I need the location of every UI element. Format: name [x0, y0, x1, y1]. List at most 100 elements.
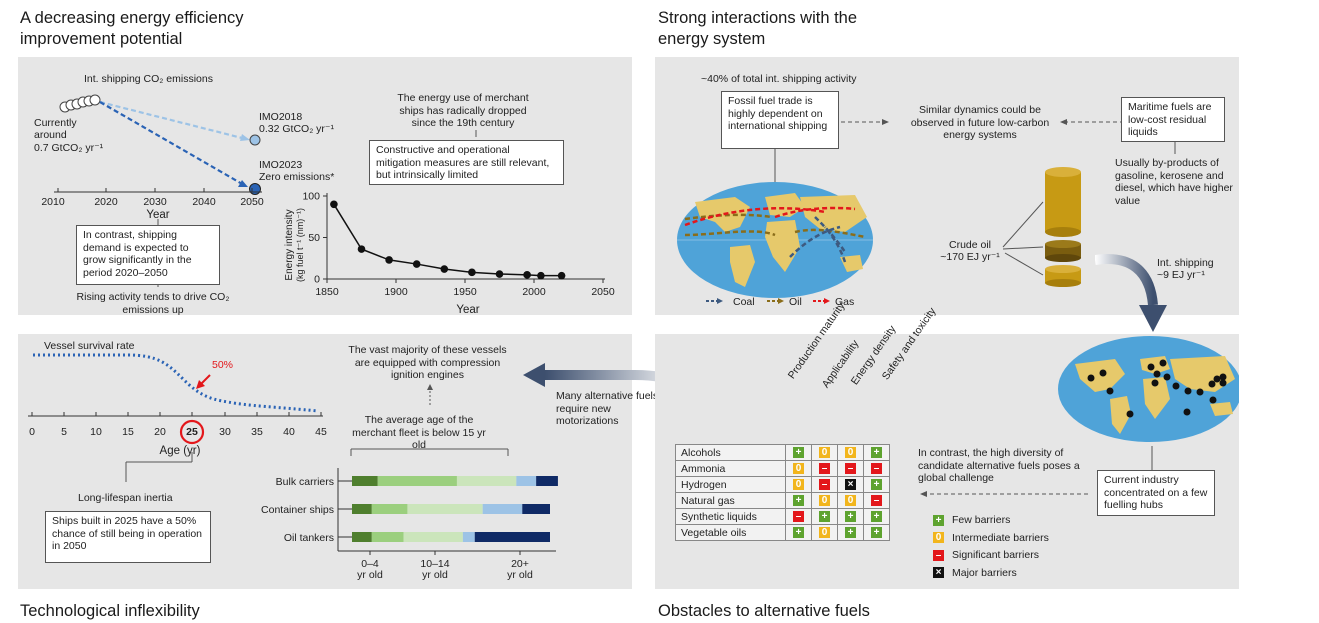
section-title-obstacles: Obstacles to alternative fuels — [658, 602, 870, 620]
section-title-efficiency: A decreasing energy efficiency improveme… — [20, 9, 244, 48]
imo2018-trajectory-line — [99, 100, 247, 141]
legend-item-inter: 0 Intermediate barriers — [933, 532, 1049, 544]
fleet-label-tanker: Oil tankers — [283, 532, 334, 544]
int-shipping-value: ~9 EJ yr⁻¹ — [1157, 269, 1205, 281]
barrier-cell: + — [785, 444, 812, 461]
fifty-percent-label: 50% — [212, 359, 234, 371]
year-tick-2030: 2030 — [143, 196, 167, 208]
int-shipping-label: Int. shipping — [1157, 257, 1214, 269]
ylabel-line2: (kg fuel t⁻¹ (nm)⁻¹) — [295, 208, 305, 282]
energy-intensity-point — [330, 200, 338, 209]
imo2018-target-marker — [249, 134, 261, 146]
legend-label: Significant barriers — [952, 549, 1039, 561]
barrier-cell: + — [837, 508, 864, 525]
fleet-segment — [522, 504, 550, 514]
fleet-segment — [536, 476, 558, 486]
imo2018-label: IMO2018 — [259, 111, 303, 123]
age-tick-0: 0 — [29, 426, 35, 438]
major-barrier-icon: × — [845, 479, 856, 491]
survival-rate-label: Vessel survival rate — [44, 340, 135, 352]
legend-label: Intermediate barriers — [952, 531, 1049, 544]
compression-ignition-text: The vast majority of these vessels are e… — [348, 344, 507, 381]
fleet-segment — [352, 532, 372, 542]
barrier-cell: 0 — [837, 444, 864, 461]
few-barrier-icon: + — [793, 527, 804, 539]
inter-barrier-icon: 0 — [845, 447, 856, 459]
barrier-cell: – — [785, 508, 812, 525]
fleet-age-chart — [337, 468, 558, 555]
fuel-barrier-table: Alcohols +0 0 + Ammonia 0– – – Hydrogen 0– × + Natur… — [675, 444, 890, 541]
around-label: around — [34, 129, 67, 141]
few-barrier-icon: + — [871, 479, 882, 491]
energy-intensity-point — [557, 271, 566, 280]
inter-barrier-icon: 0 — [793, 463, 804, 475]
current-emissions-value: 0.7 GtCO₂ yr⁻¹ — [34, 142, 104, 154]
few-barrier-icon: + — [871, 447, 882, 459]
age-tick-45: 45 — [315, 426, 327, 438]
legend-item-major: × Major barriers — [933, 567, 1049, 579]
barrier-cell: + — [785, 492, 812, 509]
sig-barrier-icon: – — [871, 495, 882, 507]
energy-intensity-chart: Energy intensity (kg fuel t⁻¹ (nm)⁻¹) Ye… — [284, 191, 615, 316]
emissions-label: Int. shipping CO₂ emissions — [84, 73, 213, 85]
barrier-cell: 0 — [811, 524, 838, 541]
barrier-cell: – — [863, 460, 890, 477]
activity-share-text: ~40% of total int. shipping activity — [701, 73, 857, 85]
fuel-name: Hydrogen — [675, 476, 786, 493]
energy-intensity-point — [468, 268, 476, 277]
crude-oil-value: ~170 EJ yr⁻¹ — [940, 251, 1000, 263]
fleet-segment — [371, 504, 408, 514]
fleet-segment — [403, 532, 463, 542]
fuel-name: Natural gas — [675, 492, 786, 509]
age-tick-20: 20 — [154, 426, 166, 438]
inter-barrier-icon: 0 — [793, 479, 804, 491]
year-tick-2050: 2050 — [240, 196, 264, 208]
fleet-segment — [462, 532, 475, 542]
age-tick-15: 15 — [122, 426, 134, 438]
few-barrier-icon: + — [845, 527, 856, 539]
few-barrier-icon: + — [793, 447, 804, 459]
y-tick-label: 50 — [308, 232, 320, 244]
sig-barrier-icon: – — [933, 549, 944, 561]
barrier-cell: 0 — [837, 492, 864, 509]
legend-coal: Coal — [733, 296, 755, 308]
barrier-legend: + Few barriers 0 Intermediate barriers – Sign… — [933, 514, 1049, 584]
sig-barrier-icon: – — [819, 463, 830, 475]
survival-curve-graphic — [28, 353, 509, 482]
fleet-segment — [516, 476, 537, 486]
age-group-0-4-unit: yr old — [357, 569, 383, 581]
fuel-row: Synthetic liquids – + + + — [675, 508, 890, 525]
ships-built-box: Ships built in 2025 have a 50% chance of… — [45, 511, 211, 563]
age-axis-label: Age (yr) — [159, 445, 201, 457]
barrier-cell: 0 — [811, 492, 838, 509]
legend-item-few: + Few barriers — [933, 514, 1049, 526]
age-25-highlight-circle — [179, 419, 205, 445]
imo2023-trajectory-line — [99, 101, 245, 186]
age-tick-40: 40 — [283, 426, 295, 438]
barrier-cell: – — [863, 492, 890, 509]
few-barrier-icon: + — [933, 514, 944, 526]
world-map-trade — [677, 182, 873, 298]
fleet-segment — [371, 532, 404, 542]
rising-activity-text: Rising activity tends to drive CO₂ emiss… — [76, 291, 230, 316]
y-tick-label: 100 — [302, 191, 320, 203]
energy-intensity-point — [357, 245, 366, 253]
sig-barrier-icon: – — [845, 463, 856, 475]
xlabel: Year — [456, 304, 479, 315]
age-group-20plus: 20+ — [511, 558, 529, 570]
fuel-row: Vegetable oils +0 + + — [675, 524, 890, 541]
barrier-cell: + — [811, 508, 838, 525]
energy-intensity-line — [333, 203, 562, 277]
x-tick-label: 1900 — [384, 286, 408, 298]
sig-barrier-icon: – — [819, 479, 830, 491]
fleet-segment — [407, 504, 483, 514]
fuel-row: Hydrogen 0 – × + — [675, 476, 890, 493]
fleet-segment — [352, 476, 378, 486]
age-tick-10: 10 — [90, 426, 102, 438]
age-tick-30: 30 — [219, 426, 231, 438]
barrier-cell: + — [837, 524, 864, 541]
alt-fuels-motorization-text: Many alternative fuels require new motor… — [556, 390, 659, 427]
fuel-name: Synthetic liquids — [675, 508, 786, 525]
few-barrier-icon: + — [845, 511, 856, 523]
imo2023-value: Zero emissions* — [259, 171, 335, 183]
